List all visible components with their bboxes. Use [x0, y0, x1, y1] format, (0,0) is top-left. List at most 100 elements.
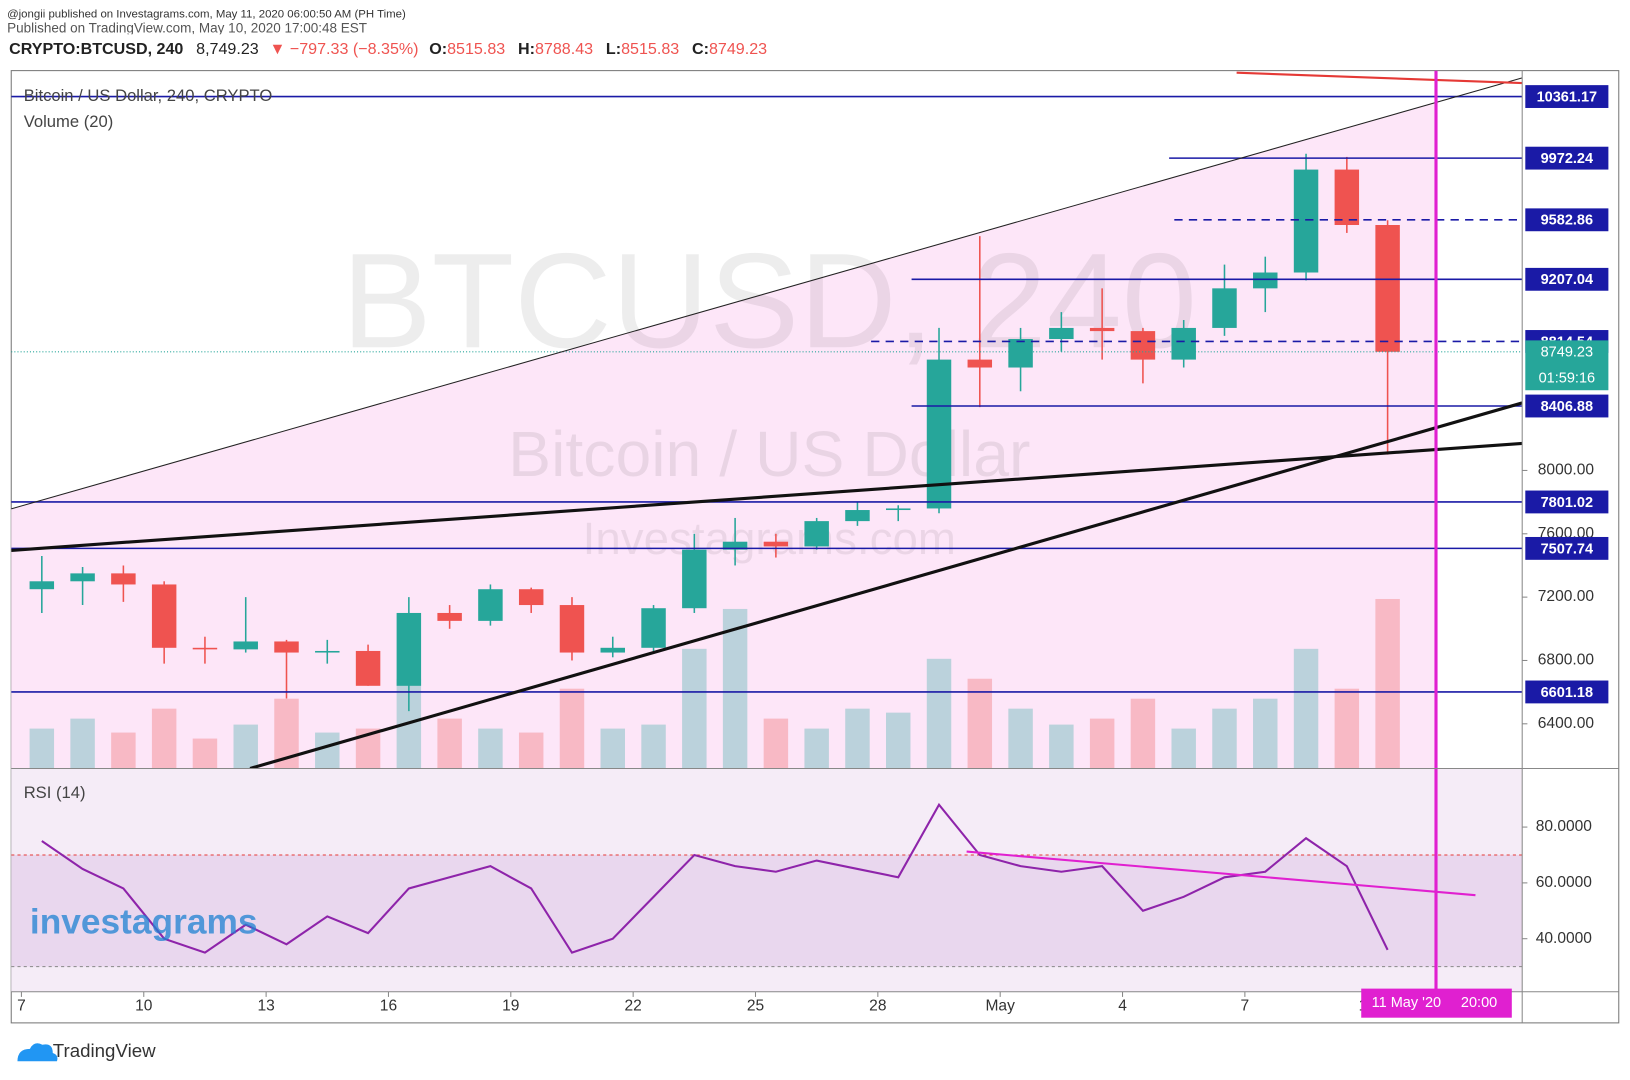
watermark-name: Bitcoin / US Dollar	[508, 418, 1030, 490]
volume-bar	[151, 708, 177, 769]
ohlc-label: H:	[518, 40, 535, 58]
volume-bar	[1049, 724, 1074, 769]
level-box	[1525, 146, 1609, 170]
publish-line-2: Published on TradingView.com, May 10, 20…	[7, 21, 367, 36]
level-box	[1525, 680, 1609, 704]
candle-body	[763, 541, 789, 547]
volume-bar	[518, 732, 544, 769]
candle-body	[682, 549, 707, 609]
volume-bar	[845, 708, 870, 769]
volume-bar	[967, 678, 993, 769]
level-box	[1525, 394, 1609, 418]
ohlc-value: 8788.43	[535, 40, 593, 58]
candle-body	[29, 581, 55, 590]
watermark-site: Investagrams.com	[583, 513, 956, 564]
volume-bar	[763, 718, 789, 769]
level-label: 9207.04	[1541, 272, 1593, 288]
x-tick-label: 7	[17, 997, 26, 1014]
level-label: 7507.74	[1541, 541, 1593, 557]
volume-bar	[641, 724, 666, 769]
candle-body	[559, 605, 585, 653]
ohlc-label: L:	[606, 40, 621, 58]
volume-bar	[559, 688, 585, 769]
x-tick-label: 7	[1241, 997, 1250, 1014]
y-tick-label: 6800.00	[1538, 652, 1595, 669]
volume-label: Volume (20)	[24, 112, 114, 131]
rsi-tick-label: 40.0000	[1536, 930, 1593, 947]
candle-body	[845, 510, 870, 522]
level-label: 6601.18	[1541, 685, 1593, 701]
countdown: 01:59:16	[1539, 371, 1596, 387]
volume-bar	[233, 724, 258, 769]
channel-upper	[11, 77, 1523, 510]
candle-body	[1008, 339, 1033, 368]
volume-bar	[1008, 708, 1033, 769]
y-tick-label: 7200.00	[1538, 588, 1595, 605]
candle-body	[1130, 331, 1156, 360]
header-bg	[0, 34, 1630, 66]
candle-body	[1171, 327, 1196, 360]
candle-body	[967, 359, 993, 368]
candle-body	[1293, 169, 1319, 273]
candle-body	[192, 647, 218, 650]
ohlc-label: O:	[429, 40, 447, 58]
candle-body	[478, 589, 503, 621]
candle-body	[1375, 225, 1400, 352]
channel-fill	[11, 102, 1437, 769]
ohlc-value: 8515.83	[621, 40, 679, 58]
logo: investagrams	[30, 903, 258, 942]
crosshair-box	[1361, 988, 1512, 1018]
rsi-pane	[11, 802, 1523, 968]
candle-body	[437, 612, 462, 621]
candle-body	[641, 608, 666, 648]
watermark-symbol: BTCUSD, 240	[342, 225, 1197, 376]
tv-logo	[17, 1043, 58, 1062]
last-price: 8,749.23	[196, 40, 259, 58]
price-pane	[11, 95, 1523, 769]
volume-bar	[70, 718, 95, 769]
level-label: 9582.86	[1541, 213, 1593, 229]
volume-bar	[1334, 688, 1360, 769]
rsi-band	[11, 854, 1523, 967]
x-tick-label: May	[985, 997, 1015, 1014]
volume-bar	[1130, 698, 1156, 769]
legend-title: Bitcoin / US Dollar, 240, CRYPTO	[24, 86, 273, 105]
rsi-line	[41, 802, 1389, 954]
x-tick-label: 22	[624, 997, 641, 1014]
candle-body	[1049, 327, 1074, 340]
volume-bar	[1375, 598, 1400, 769]
level-box	[1525, 208, 1609, 232]
candle-body	[355, 650, 381, 686]
candle-body	[315, 650, 340, 653]
volume-bar	[1089, 718, 1115, 769]
candle-body	[600, 647, 625, 653]
candle-body	[1212, 288, 1237, 328]
symbol: CRYPTO:BTCUSD, 240	[9, 40, 183, 58]
x-tick-label: 13	[257, 997, 274, 1014]
volume-bar	[1212, 708, 1237, 769]
current-price-label: 8749.23	[1541, 345, 1593, 361]
level-label: 7801.02	[1541, 495, 1593, 511]
x-tick-label: 16	[380, 997, 397, 1014]
volume-bar	[29, 728, 55, 769]
candle-body	[804, 521, 829, 547]
level-box	[1525, 490, 1609, 514]
candle-body	[1334, 169, 1360, 226]
volume-bar	[804, 728, 829, 769]
rsi-tick-label: 60.0000	[1536, 874, 1593, 891]
y-tick-label: 8000.00	[1538, 462, 1595, 479]
crosshair-date: 11 May '20	[1372, 995, 1441, 1011]
y-tick-label: 6400.00	[1538, 715, 1595, 732]
footer: TradingView	[53, 1040, 156, 1061]
level-label: 9972.24	[1541, 151, 1593, 167]
candle-body	[396, 612, 422, 686]
current-price-box	[1525, 340, 1609, 391]
level-label: 8406.88	[1541, 399, 1593, 415]
rsi-bg	[11, 768, 1523, 992]
rsi-trend	[966, 850, 1476, 897]
symbol-line: CRYPTO:BTCUSD, 240 8,749.23 ▼ −797.33 (−…	[9, 40, 767, 58]
volume-bar	[437, 718, 462, 769]
x-tick-label: 19	[502, 997, 519, 1014]
